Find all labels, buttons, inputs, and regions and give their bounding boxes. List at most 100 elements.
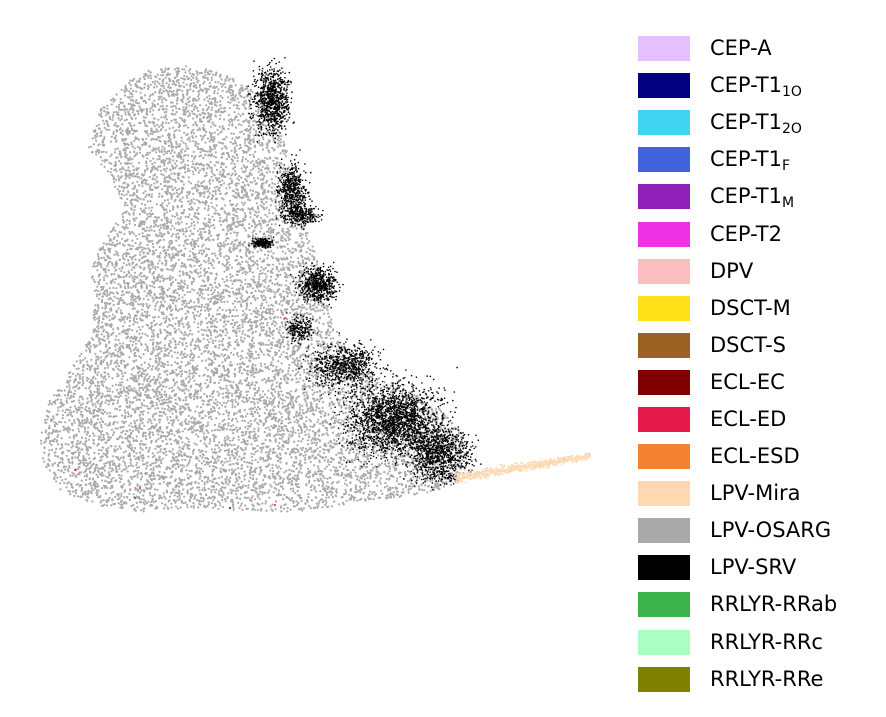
scatter-point [380,489,383,492]
scatter-point [289,305,292,309]
scatter-point [210,70,213,73]
scatter-point [193,307,196,310]
scatter-point [109,360,113,363]
scatter-point [218,173,221,176]
scatter-point [115,110,118,114]
scatter-point [255,132,258,135]
scatter-point [117,103,121,107]
scatter-point [91,402,94,405]
scatter-point [246,285,249,288]
scatter-point [178,235,181,239]
scatter-point [161,262,164,265]
scatter-point [151,113,154,116]
scatter-point [190,421,193,424]
scatter-point [236,314,239,317]
scatter-point [276,466,279,469]
scatter-point [207,267,210,270]
scatter-point [227,255,230,258]
scatter-point [226,460,229,463]
scatter-point [48,449,51,452]
scatter-point [98,315,101,318]
scatter-point [90,400,93,403]
scatter-point [327,496,331,499]
scatter-point [165,105,168,108]
scatter-point [324,499,327,502]
scatter-point [161,407,164,410]
scatter-point [62,471,65,474]
scatter-point [163,168,166,171]
scatter-point [281,336,285,339]
scatter-point [70,411,73,414]
scatter-point [175,299,178,302]
scatter-point [100,433,103,436]
scatter-point [197,109,200,113]
scatter-point [174,76,177,79]
scatter-point [110,492,113,495]
scatter-point [229,476,232,480]
scatter-point [247,90,250,93]
scatter-point [245,461,249,464]
scatter-point [272,364,275,367]
scatter-point [360,395,363,398]
scatter-point [120,156,123,159]
scatter-point [186,159,189,162]
scatter-point [83,475,86,478]
scatter-point [238,89,241,92]
scatter-point [154,354,157,357]
scatter-point [120,353,123,356]
scatter-point [127,312,130,315]
scatter-point [155,233,158,236]
scatter-point [340,448,343,451]
scatter-point [120,114,123,118]
scatter-point [279,334,282,337]
scatter-point [235,204,238,207]
scatter-point [93,451,96,454]
scatter-point [135,330,139,333]
scatter-point [201,227,204,230]
scatter-point [322,322,325,326]
scatter-point [155,128,158,131]
scatter-point [232,167,235,170]
scatter-point [98,459,101,462]
scatter-point [135,275,138,279]
scatter-point [153,324,157,327]
scatter-point [158,381,161,384]
scatter-point [121,414,124,417]
scatter-point [216,428,219,431]
scatter-point [111,313,114,316]
scatter-point [126,401,129,404]
scatter-point [371,469,374,472]
scatter-point [288,363,291,367]
scatter-point [196,129,199,132]
scatter-point [56,435,59,439]
scatter-point [135,80,138,83]
scatter-point [97,330,100,333]
scatter-point [262,177,265,180]
scatter-point [287,369,290,372]
scatter-point [274,373,277,376]
scatter-point [264,451,267,454]
scatter-point [313,488,316,491]
scatter-point [82,366,85,369]
scatter-point [220,107,223,110]
scatter-point [207,229,211,232]
scatter-point [225,348,228,351]
scatter-point [197,448,200,452]
scatter-point [100,134,103,137]
scatter-point [374,476,377,479]
scatter-point [174,343,177,346]
scatter-point [257,108,260,111]
scatter-point [421,488,424,492]
scatter-point [117,297,121,300]
scatter-point [75,367,78,370]
scatter-point [226,242,230,246]
scatter-point [272,171,275,174]
scatter-point [98,283,101,286]
scatter-point [362,448,365,451]
scatter-point [76,439,79,443]
scatter-point [255,367,258,370]
scatter-point [103,249,106,252]
scatter-point [104,423,107,426]
scatter-point [51,464,54,467]
scatter-point [181,458,184,461]
